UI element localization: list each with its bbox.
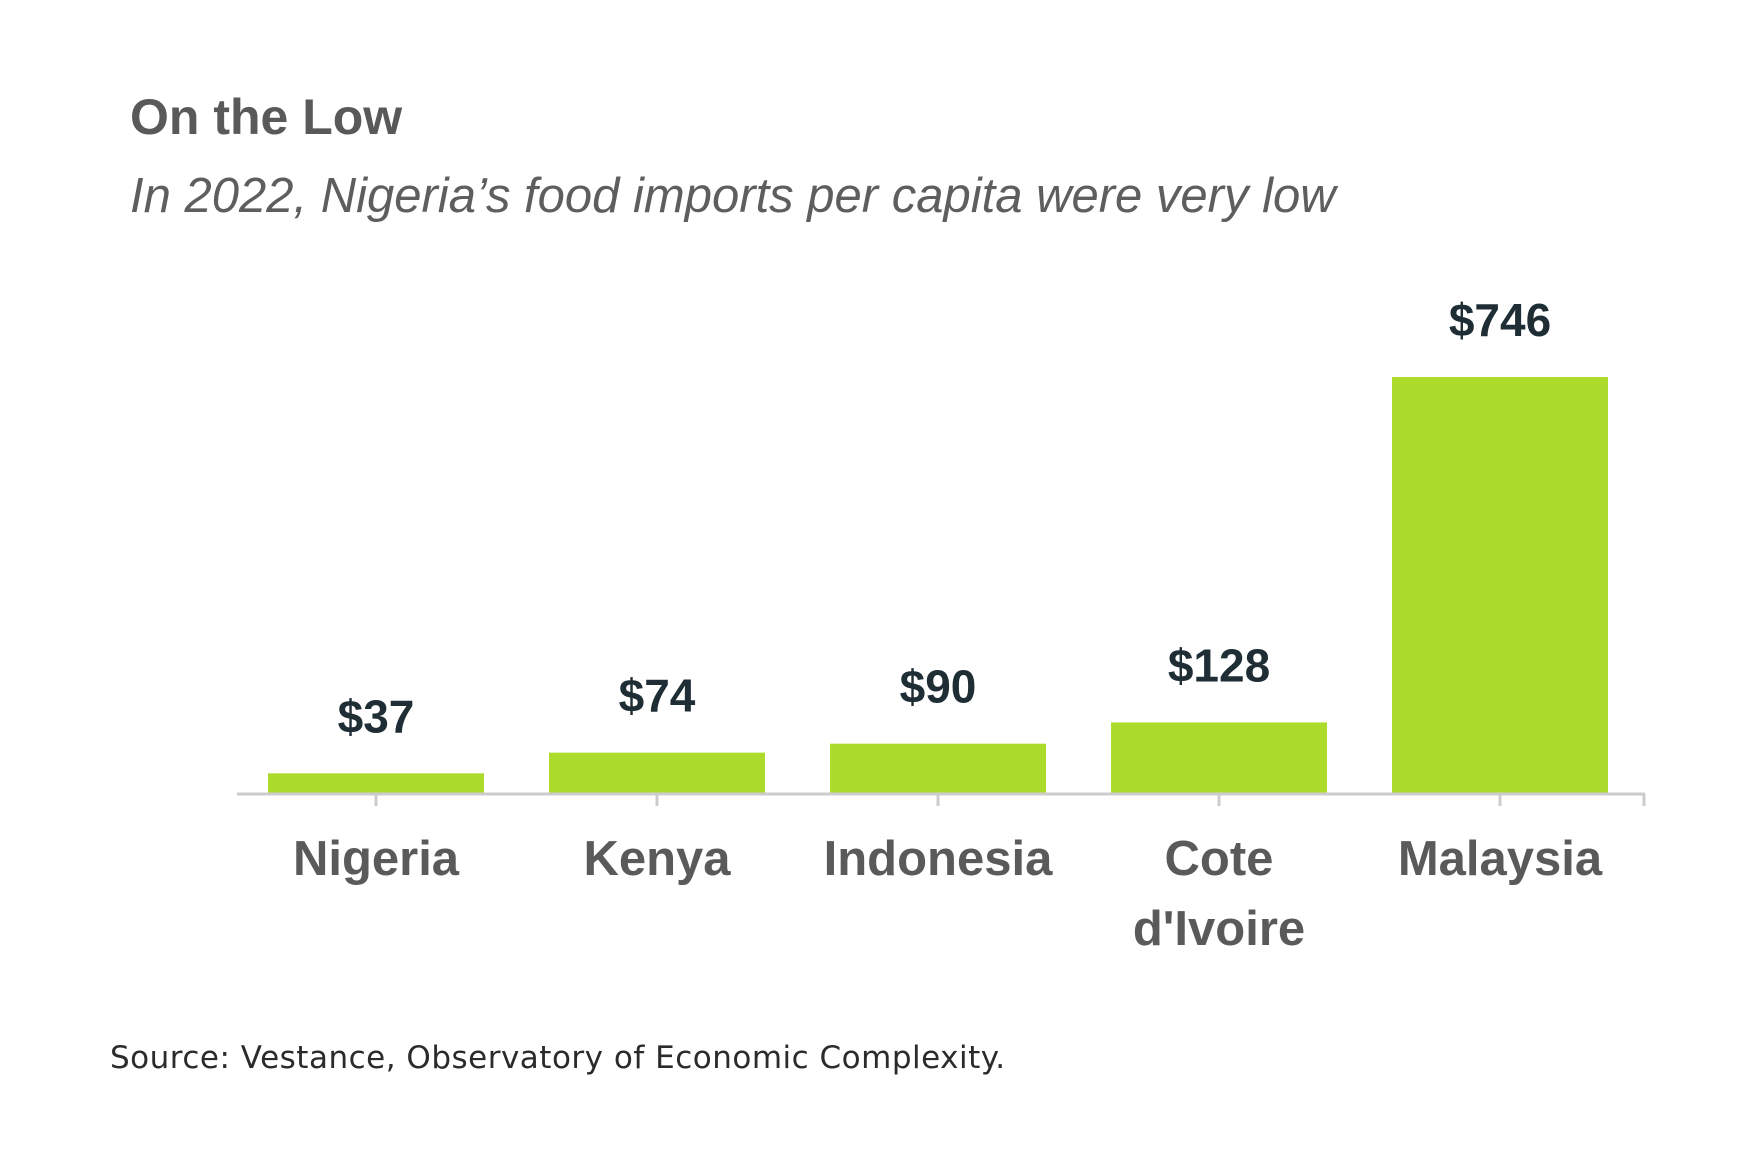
bars-group	[268, 377, 1608, 794]
value-labels-group: $37 $74 $90 $128 $746	[338, 294, 1552, 742]
x-tick-label-line: Malaysia	[1398, 832, 1603, 886]
bar	[549, 752, 765, 794]
x-tick-label-line: Cote	[1165, 832, 1274, 886]
x-axis	[237, 792, 1646, 806]
x-tick-label: Kenya	[583, 832, 731, 886]
bar	[1392, 377, 1608, 794]
bar	[268, 773, 484, 794]
x-tick-label: Cote d'Ivoire	[1133, 832, 1305, 956]
data-label: $74	[619, 670, 696, 722]
data-label: $90	[900, 661, 977, 713]
x-tick-label: Malaysia	[1398, 832, 1603, 886]
x-tick-label: Nigeria	[293, 832, 460, 886]
bar	[1111, 722, 1327, 794]
chart-subtitle: In 2022, Nigeria’s food imports per capi…	[130, 169, 1336, 223]
data-label: $746	[1449, 294, 1551, 346]
category-labels-group: Nigeria Kenya Indonesia Cote d'Ivoire Malaysi…	[293, 832, 1603, 956]
source-note: Source: Vestance, Observatory of Economi…	[110, 1040, 1006, 1076]
x-tick-label: Indonesia	[824, 832, 1053, 886]
x-tick-label-line: d'Ivoire	[1133, 902, 1305, 956]
data-label: $128	[1168, 639, 1270, 691]
chart-title: On the Low	[130, 89, 403, 145]
data-label: $37	[338, 690, 415, 742]
bar	[830, 743, 1046, 794]
x-tick-label-line: Indonesia	[824, 832, 1053, 886]
x-tick-label-line: Kenya	[583, 832, 731, 886]
x-tick-label-line: Nigeria	[293, 832, 460, 886]
